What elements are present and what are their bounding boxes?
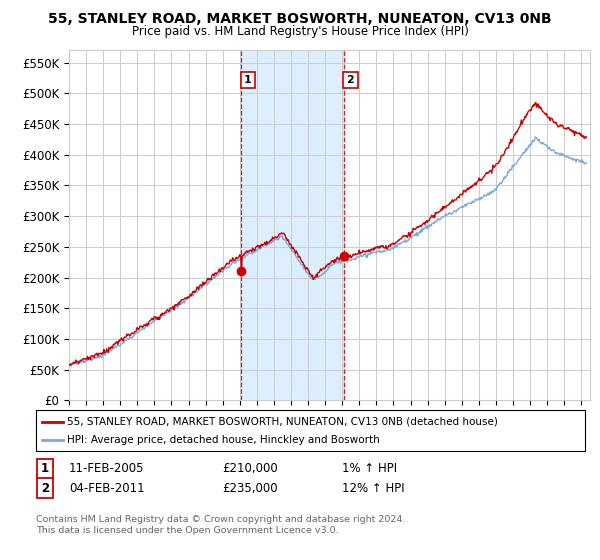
Text: 11-FEB-2005: 11-FEB-2005 [69,462,145,475]
Text: 1% ↑ HPI: 1% ↑ HPI [342,462,397,475]
Text: 12% ↑ HPI: 12% ↑ HPI [342,482,404,495]
Text: 1: 1 [244,75,252,85]
Text: 2: 2 [41,482,49,495]
Text: 1: 1 [41,462,49,475]
Text: 55, STANLEY ROAD, MARKET BOSWORTH, NUNEATON, CV13 0NB: 55, STANLEY ROAD, MARKET BOSWORTH, NUNEA… [48,12,552,26]
Text: Price paid vs. HM Land Registry's House Price Index (HPI): Price paid vs. HM Land Registry's House … [131,25,469,38]
Text: This data is licensed under the Open Government Licence v3.0.: This data is licensed under the Open Gov… [36,526,338,535]
Text: HPI: Average price, detached house, Hinckley and Bosworth: HPI: Average price, detached house, Hinc… [67,435,380,445]
Text: 04-FEB-2011: 04-FEB-2011 [69,482,145,495]
Bar [241,50,344,400]
Text: £235,000: £235,000 [222,482,278,495]
Text: 55, STANLEY ROAD, MARKET BOSWORTH, NUNEATON, CV13 0NB (detached house): 55, STANLEY ROAD, MARKET BOSWORTH, NUNEA… [67,417,498,427]
Text: £210,000: £210,000 [222,462,278,475]
Text: Contains HM Land Registry data © Crown copyright and database right 2024.: Contains HM Land Registry data © Crown c… [36,515,406,524]
Text: 2: 2 [346,75,354,85]
